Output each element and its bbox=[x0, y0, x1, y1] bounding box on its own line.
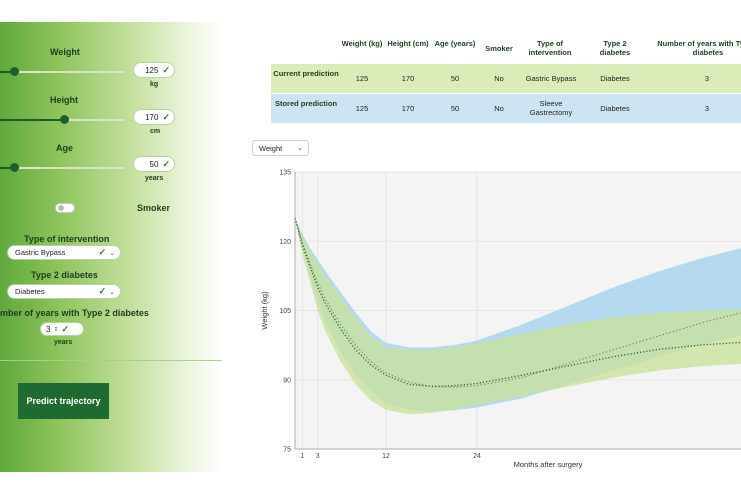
height-slider-thumb[interactable] bbox=[60, 115, 69, 124]
smoker-toggle[interactable] bbox=[55, 203, 75, 213]
weight-unit: kg bbox=[150, 81, 159, 88]
smoker-label: Smoker bbox=[137, 203, 171, 213]
diabetes-select[interactable]: Diabetes ✓ ⌄ bbox=[7, 284, 121, 299]
height-label: Height bbox=[50, 95, 78, 105]
weight-slider-fill bbox=[0, 71, 14, 73]
table-cell: Diabetes bbox=[600, 104, 630, 113]
years-diabetes-label: Number of years with Type 2 diabetes bbox=[0, 308, 149, 318]
age-slider-thumb[interactable] bbox=[10, 163, 19, 172]
table-cell: 3 bbox=[704, 104, 710, 113]
check-icon: ✓ bbox=[162, 64, 170, 75]
col-header-smoker: Smoker bbox=[485, 44, 513, 53]
weight-value: 125 bbox=[145, 65, 159, 75]
years-diabetes-stepper[interactable]: 3 ⇕ ✓ bbox=[40, 322, 84, 336]
table-cell: 50 bbox=[450, 74, 460, 83]
col-header-diabetes: Type 2 diabetes bbox=[599, 39, 631, 57]
col-header-intervention: Type of intervention bbox=[528, 39, 572, 57]
metric-select[interactable]: Weight ⌄ bbox=[252, 140, 309, 156]
app-window: Weight 125 ✓ kg Height 170 ✓ cm Age 50 ✓… bbox=[0, 22, 741, 472]
table-cell: 170 bbox=[401, 74, 415, 83]
diabetes-label: Type 2 diabetes bbox=[31, 270, 98, 280]
chevron-down-icon: ⌄ bbox=[297, 145, 303, 152]
x-axis-title: Months after surgery bbox=[514, 460, 583, 469]
diabetes-value: Diabetes bbox=[15, 287, 45, 296]
x-tick-label: 12 bbox=[382, 453, 390, 460]
check-icon: ✓ bbox=[162, 111, 170, 122]
y-tick-label: 135 bbox=[279, 170, 291, 177]
weight-label: Weight bbox=[50, 47, 80, 57]
sidebar-divider bbox=[0, 360, 222, 361]
years-diabetes-value: 3 bbox=[46, 324, 51, 334]
years-diabetes-unit: years bbox=[54, 339, 73, 346]
current-prediction-band bbox=[295, 218, 741, 415]
age-value: 50 bbox=[149, 159, 159, 169]
input-sidebar: Weight 125 ✓ kg Height 170 ✓ cm Age 50 ✓… bbox=[0, 22, 222, 472]
table-row-current: Current prediction 125 170 50 No Gastric… bbox=[271, 64, 741, 93]
spin-arrows-icon[interactable]: ⇕ bbox=[53, 326, 59, 333]
height-unit: cm bbox=[150, 128, 161, 135]
table-cell: Sleeve Gastrectomy bbox=[529, 99, 573, 117]
col-header-years-diabetes: Number of years with Type 2 diabetes bbox=[657, 39, 741, 57]
table-cell: 170 bbox=[401, 104, 415, 113]
check-icon: ✓ bbox=[98, 286, 107, 296]
weight-slider-track[interactable] bbox=[14, 71, 124, 73]
y-tick-label: 90 bbox=[283, 377, 291, 384]
age-input[interactable]: 50 ✓ bbox=[133, 156, 175, 172]
table-cell: 3 bbox=[704, 74, 710, 83]
y-tick-label: 75 bbox=[283, 447, 291, 454]
metric-select-value: Weight bbox=[259, 143, 283, 153]
table-cell: 125 bbox=[355, 74, 369, 83]
table-cell: Diabetes bbox=[600, 74, 630, 83]
height-slider-fill bbox=[0, 119, 64, 121]
x-tick-label: 1 bbox=[301, 453, 305, 460]
table-row-stored: Stored prediction 125 170 50 No Sleeve G… bbox=[271, 94, 741, 123]
check-icon: ✓ bbox=[162, 158, 170, 169]
chevron-down-icon: ⌄ bbox=[109, 288, 115, 296]
table-cell: 50 bbox=[450, 104, 460, 113]
x-tick-label: 3 bbox=[316, 453, 320, 460]
height-input[interactable]: 170 ✓ bbox=[133, 109, 175, 125]
intervention-value: Gastric Bypass bbox=[15, 248, 66, 257]
weight-slider-thumb[interactable] bbox=[10, 67, 19, 76]
intervention-select[interactable]: Gastric Bypass ✓ ⌄ bbox=[7, 245, 121, 260]
results-panel: Weight (kg) Height (cm) Age (years) Smok… bbox=[222, 22, 741, 472]
table-cell: No bbox=[494, 104, 504, 113]
toggle-knob bbox=[58, 205, 64, 211]
row-header-current: Current prediction bbox=[273, 69, 339, 78]
col-header-age: Age (years) bbox=[434, 39, 476, 48]
weight-trajectory-chart: 75 90 105 120 135 1 3 12 24 Months after surgery W… bbox=[260, 170, 741, 469]
y-tick-label: 120 bbox=[279, 239, 291, 246]
check-icon: ✓ bbox=[98, 247, 107, 257]
y-tick-label: 105 bbox=[279, 308, 291, 315]
age-slider-fill bbox=[0, 167, 14, 169]
check-icon: ✓ bbox=[61, 323, 70, 334]
y-axis-title: Weight (kg) bbox=[260, 291, 269, 330]
height-slider-track[interactable] bbox=[64, 119, 124, 121]
col-header-weight: Weight (kg) bbox=[341, 39, 383, 48]
table-cell: No bbox=[494, 74, 504, 83]
col-header-height: Height (cm) bbox=[387, 39, 429, 48]
height-value: 170 bbox=[145, 112, 159, 122]
table-cell: Gastric Bypass bbox=[525, 74, 577, 83]
table-cell: 125 bbox=[355, 104, 369, 113]
intervention-label: Type of intervention bbox=[24, 234, 110, 244]
x-tick-label: 24 bbox=[473, 453, 481, 460]
weight-input[interactable]: 125 ✓ bbox=[133, 62, 175, 78]
age-label: Age bbox=[56, 143, 74, 153]
stored-prediction-line bbox=[294, 218, 741, 388]
chevron-down-icon: ⌄ bbox=[109, 249, 115, 257]
row-header-stored: Stored prediction bbox=[274, 99, 338, 108]
age-slider-track[interactable] bbox=[14, 167, 124, 169]
predict-trajectory-button[interactable]: Predict trajectory bbox=[18, 383, 109, 419]
age-unit: years bbox=[145, 175, 164, 182]
